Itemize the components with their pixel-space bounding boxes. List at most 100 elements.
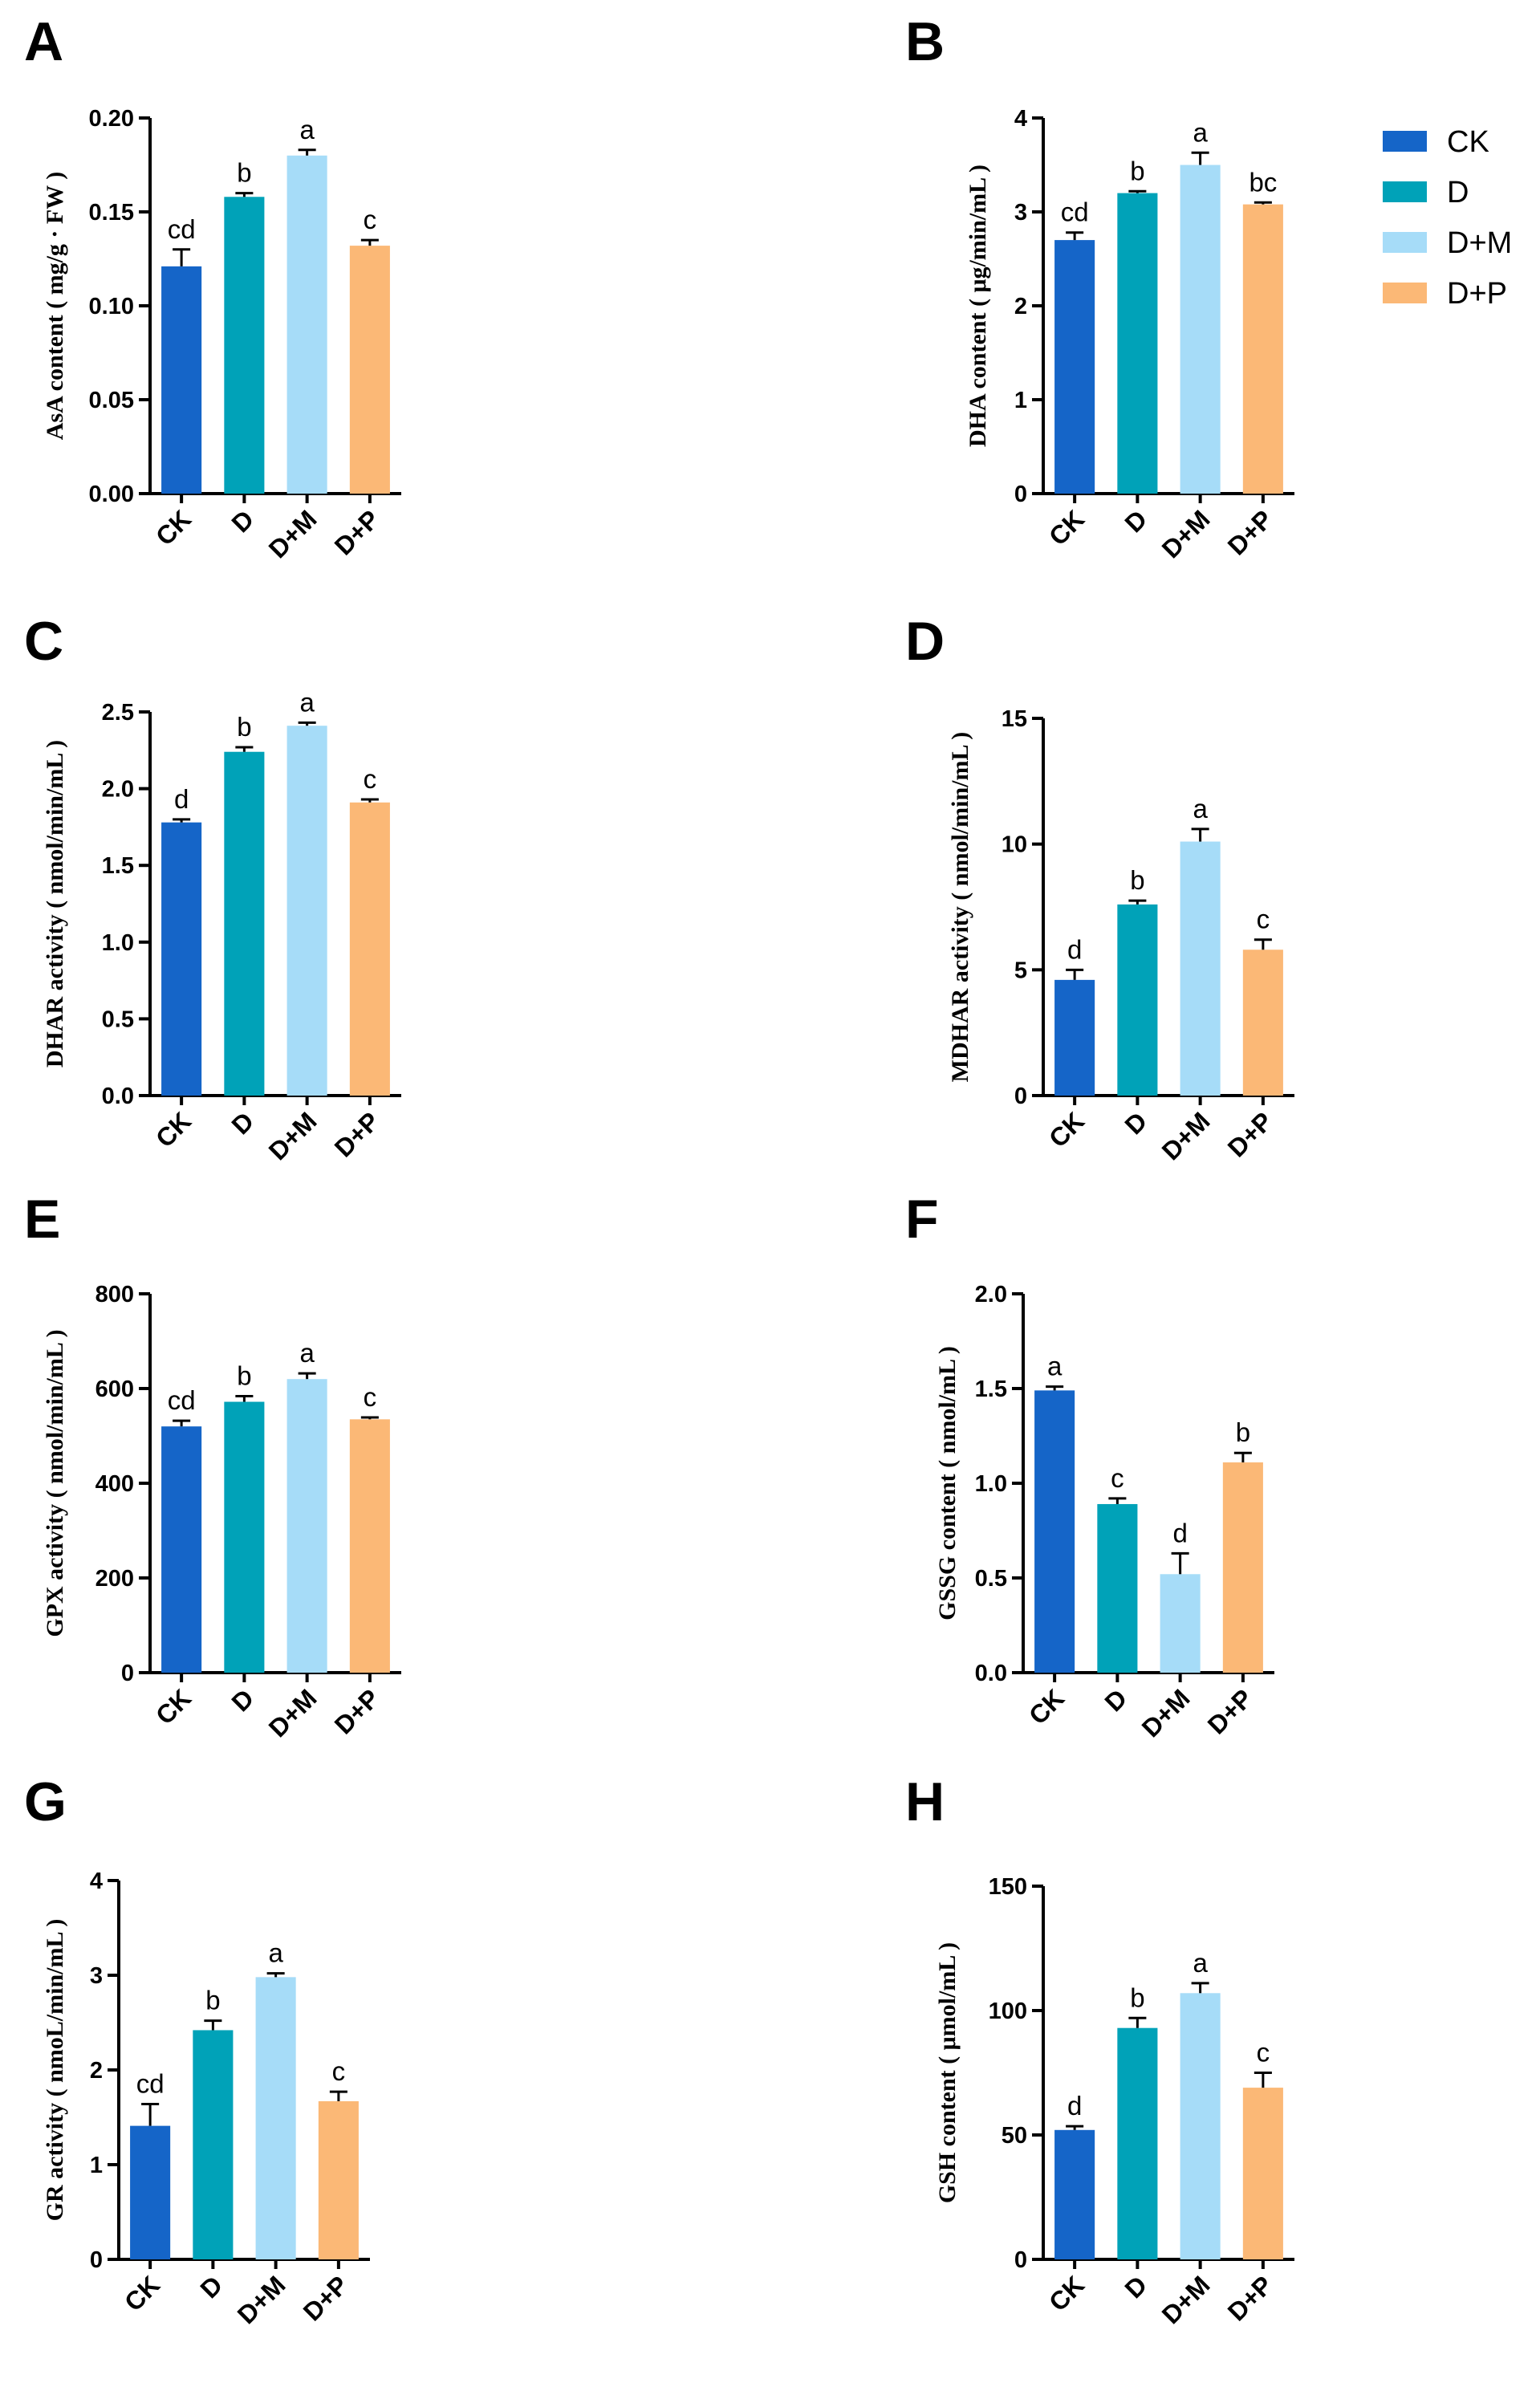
category-label-h: D [1119, 2270, 1153, 2304]
significance-letter-f: d [1172, 1518, 1187, 1547]
y-tick-label-b: 1 [1014, 388, 1027, 413]
panel-letter-c: C [24, 611, 63, 672]
y-tick-label-d: 0 [1014, 1084, 1027, 1109]
panel-letter-g: G [24, 1771, 67, 1832]
y-tick-label-a: 0.15 [89, 200, 134, 226]
error-bar-d [1066, 968, 1084, 980]
category-label-f: D+P [1202, 1683, 1258, 1739]
category-label-a: D+P [329, 504, 385, 560]
legend-label: D+M [1447, 226, 1512, 260]
y-tick-label-c: 0.0 [102, 1084, 134, 1109]
category-label-h: CK [1043, 2270, 1090, 2316]
y-tick-label-f: 0.0 [975, 1661, 1007, 1686]
error-bar-f [1108, 1497, 1127, 1504]
chart-panel-c: C 0.0 0.5 1.0 1.5 2.0 2.5 DHAR activity ( nmol/… [24, 611, 401, 1165]
legend-item: D+M [1383, 226, 1512, 260]
bar-d [1242, 949, 1283, 1096]
bar-a [286, 155, 327, 494]
chart-panel-f: F 0.0 0.5 1.0 1.5 2.0 GSSG content ( nmol/mL )… [905, 1189, 1274, 1742]
significance-letter-g: b [205, 1986, 220, 2015]
significance-letter-d: b [1130, 865, 1144, 895]
error-bar-d [1254, 938, 1272, 950]
bar-f [1097, 1503, 1138, 1673]
bar-h [1054, 2129, 1095, 2259]
significance-letter-d: d [1067, 934, 1082, 964]
bar-a [224, 197, 265, 494]
y-tick-label-e: 800 [95, 1282, 134, 1307]
y-tick-label-a: 0.20 [89, 106, 134, 132]
bar-h [1117, 2027, 1158, 2259]
y-tick-label-h: 0 [1014, 2247, 1027, 2273]
y-tick-label-d: 15 [1002, 706, 1027, 732]
error-bar-c [173, 818, 191, 823]
category-label-f: CK [1023, 1683, 1070, 1730]
bar-b [1242, 204, 1283, 494]
y-axis-label-b: DHA content ( μg/min/mL ) [965, 165, 991, 447]
significance-letter-f: c [1111, 1463, 1124, 1493]
y-tick-label-g: 1 [90, 2153, 103, 2178]
y-axis-label-g: GR activity ( nmoL/min/mL ) [42, 1919, 68, 2222]
significance-letter-e: c [364, 1382, 377, 1412]
error-bar-h [1066, 2125, 1084, 2130]
significance-letter-a: cd [168, 214, 196, 244]
y-tick-label-a: 0.10 [89, 294, 134, 319]
y-tick-label-g: 0 [90, 2247, 103, 2273]
category-label-e: D+P [329, 1683, 385, 1739]
y-axis-label-f: GSSG content ( nmol/mL ) [934, 1346, 961, 1620]
y-tick-label-c: 1.0 [102, 930, 134, 956]
significance-letter-a: c [364, 205, 377, 234]
bar-e [286, 1379, 327, 1673]
y-axis-label-e: GPX activity ( nmol/min/mL ) [42, 1329, 68, 1637]
error-bar-a [173, 248, 191, 266]
y-tick-label-d: 10 [1002, 832, 1027, 858]
error-bar-e [235, 1394, 254, 1402]
y-tick-label-e: 400 [95, 1471, 134, 1497]
legend-item: D [1383, 176, 1469, 209]
chart-panel-g: G 0 1 2 3 4 GR activity ( nmoL/min/mL ) cd CK b Da… [24, 1771, 370, 2329]
significance-letter-b: b [1130, 156, 1144, 185]
legend-item: D+P [1383, 277, 1507, 311]
y-tick-label-h: 50 [1002, 2123, 1027, 2149]
error-bar-c [298, 721, 316, 726]
y-tick-label-g: 4 [90, 1868, 103, 1894]
bar-d [1180, 841, 1221, 1096]
category-label-c: D+M [263, 1106, 323, 1165]
error-bar-g [266, 1972, 285, 1978]
category-label-h: D+P [1222, 2270, 1278, 2326]
error-bar-f [1046, 1385, 1064, 1391]
y-tick-label-f: 0.5 [975, 1566, 1007, 1592]
y-tick-label-b: 2 [1014, 294, 1027, 319]
bar-h [1242, 2088, 1283, 2259]
legend: CK D D+M D+P [1383, 125, 1512, 311]
error-bar-f [1233, 1451, 1252, 1463]
error-bar-d [1191, 827, 1209, 842]
error-bar-a [235, 192, 254, 197]
category-label-f: D [1099, 1683, 1133, 1717]
bar-c [286, 726, 327, 1096]
legend-label: CK [1447, 125, 1489, 159]
y-tick-label-a: 0.05 [89, 388, 134, 413]
panel-letter-d: D [905, 611, 945, 672]
significance-letter-h: c [1257, 2038, 1270, 2068]
y-tick-label-e: 600 [95, 1376, 134, 1402]
significance-letter-b: a [1193, 117, 1208, 147]
significance-letter-c: b [237, 712, 251, 742]
chart-panel-a: A 0.00 0.05 0.10 0.15 0.20 AsA content ( mg/g … [24, 11, 401, 563]
bar-c [224, 751, 265, 1096]
y-tick-label-b: 0 [1014, 482, 1027, 507]
y-tick-label-d: 5 [1014, 958, 1027, 983]
bar-f [1034, 1390, 1075, 1673]
bar-b [1117, 193, 1158, 494]
bar-d [1117, 904, 1158, 1096]
bar-g [193, 2030, 234, 2259]
category-label-c: CK [150, 1106, 197, 1153]
error-bar-a [360, 238, 379, 246]
y-tick-label-g: 3 [90, 1963, 103, 1989]
category-label-c: D [226, 1106, 260, 1140]
significance-letter-b: cd [1061, 197, 1089, 227]
chart-panel-e: E 0 200 400 600 800 GPX activity ( nmol/min/mL… [24, 1189, 401, 1742]
y-tick-label-f: 2.0 [975, 1282, 1007, 1307]
significance-letter-g: a [268, 1938, 283, 1968]
bar-c [161, 822, 202, 1096]
